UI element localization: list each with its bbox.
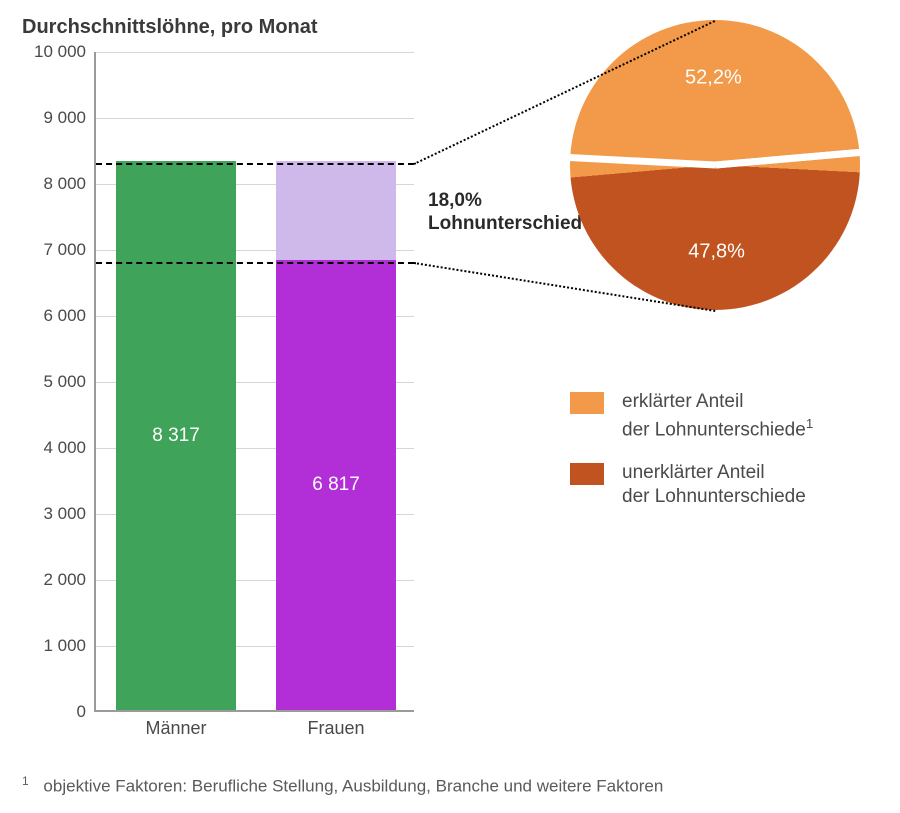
legend-line: unerklärter Anteil bbox=[622, 462, 765, 483]
bar-value-label: 6 817 bbox=[276, 474, 396, 496]
gap-percent: 18,0% bbox=[428, 190, 482, 211]
footnote-text: objektive Faktoren: Berufliche Stellung,… bbox=[43, 777, 663, 796]
pie-slice-label: 47,8% bbox=[688, 240, 745, 263]
legend: erklärter Anteil der Lohnunterschiede1 u… bbox=[570, 390, 813, 528]
footnote-marker: 1 bbox=[22, 774, 29, 788]
bar-chart: 0 1 000 2 000 3 000 4 000 5 000 6 000 7 000 8 00… bbox=[22, 44, 432, 744]
legend-item: erklärter Anteil der Lohnunterschiede1 bbox=[570, 390, 813, 443]
connector-line bbox=[96, 262, 414, 264]
x-tick-label: Frauen bbox=[276, 718, 396, 739]
legend-sup: 1 bbox=[806, 416, 813, 431]
y-tick-label: 4 000 bbox=[22, 438, 86, 458]
legend-line: erklärter Anteil bbox=[622, 391, 743, 412]
gap-annotation: 18,0% Lohnunterschied bbox=[428, 189, 582, 237]
y-tick-label: 7 000 bbox=[22, 240, 86, 260]
y-tick-label: 1 000 bbox=[22, 636, 86, 656]
bar-segment bbox=[276, 161, 396, 260]
y-tick-label: 6 000 bbox=[22, 306, 86, 326]
legend-line: der Lohnunterschiede bbox=[622, 419, 806, 440]
legend-line: der Lohnunterschiede bbox=[622, 486, 806, 507]
connector-line bbox=[96, 163, 414, 165]
bar-value-label: 8 317 bbox=[116, 425, 236, 447]
bar: 8 317Männer bbox=[116, 50, 236, 710]
legend-swatch bbox=[570, 392, 604, 414]
y-tick-label: 3 000 bbox=[22, 504, 86, 524]
y-tick-label: 2 000 bbox=[22, 570, 86, 590]
legend-text: unerklärter Anteil der Lohnunterschiede bbox=[622, 461, 806, 510]
x-tick-label: Männer bbox=[116, 718, 236, 739]
pie-slice-label: 52,2% bbox=[685, 67, 742, 90]
plot-area: 8 317Männer 6 817Frauen bbox=[94, 52, 414, 712]
bar: 6 817Frauen bbox=[276, 50, 396, 710]
page: Durchschnittslöhne, pro Monat 01 0002 00… bbox=[0, 0, 900, 813]
footnote: 1 objektive Faktoren: Berufliche Stellun… bbox=[22, 774, 663, 797]
legend-swatch bbox=[570, 463, 604, 485]
pie-chart: 52,2% 47,8% bbox=[570, 20, 860, 310]
legend-item: unerklärter Anteil der Lohnunterschiede bbox=[570, 461, 813, 510]
y-tick-label: 8 000 bbox=[22, 174, 86, 194]
y-tick-label: 0 bbox=[22, 702, 86, 722]
y-tick-label: 9 000 bbox=[22, 108, 86, 128]
y-tick-label: 10 000 bbox=[22, 42, 86, 62]
gap-label: Lohnunterschied bbox=[428, 213, 582, 234]
y-tick-label: 5 000 bbox=[22, 372, 86, 392]
legend-text: erklärter Anteil der Lohnunterschiede1 bbox=[622, 390, 813, 443]
y-axis: 0 1 000 2 000 3 000 4 000 5 000 6 000 7 000 8 00… bbox=[22, 44, 94, 744]
